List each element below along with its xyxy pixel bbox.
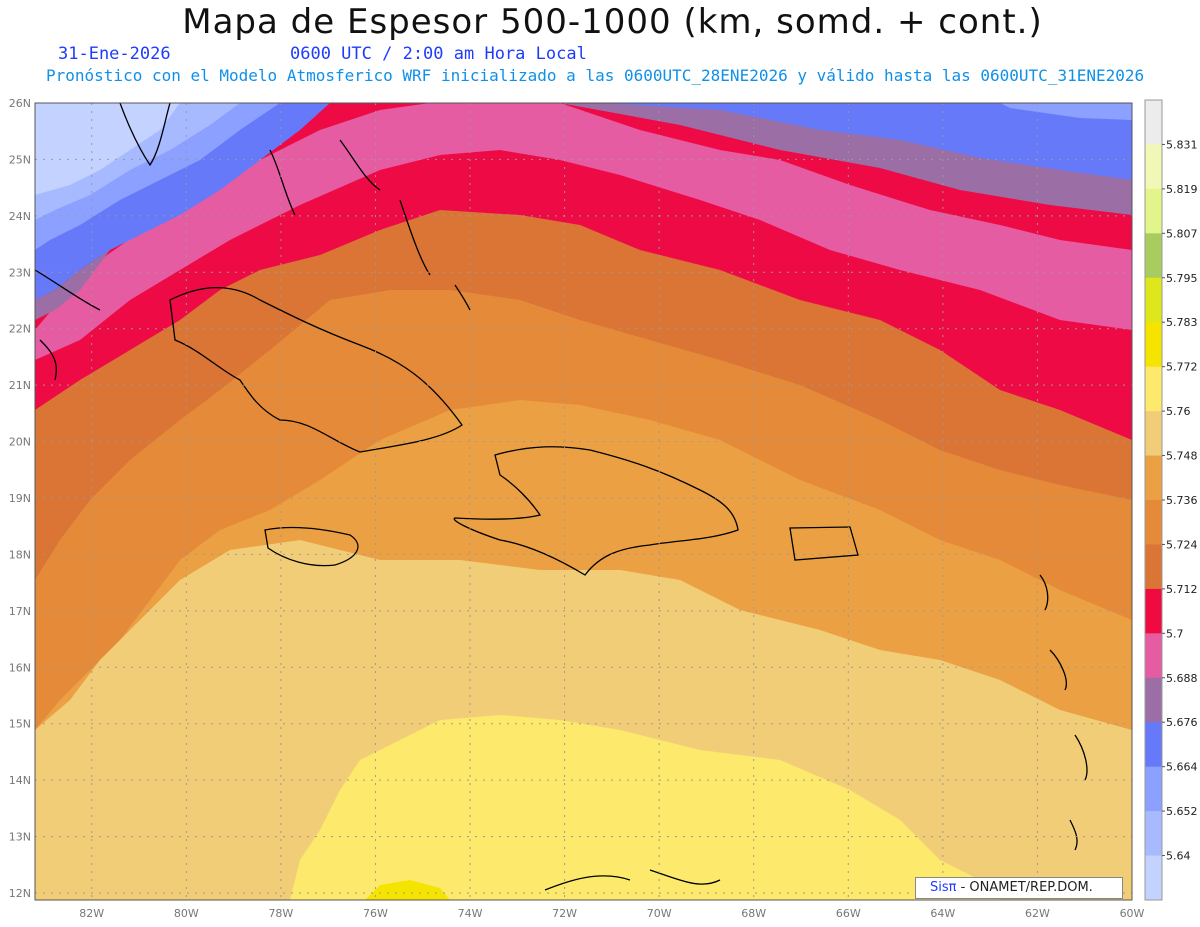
colorbar-label: 5.76: [1166, 405, 1191, 418]
lat-tick-label: 22N: [9, 323, 31, 336]
jamaica-coast: [264, 526, 359, 567]
band-5-676-w: [35, 250, 110, 320]
lon-tick-label: 68W: [741, 907, 766, 920]
lat-tick-label: 23N: [9, 266, 31, 279]
lat-tick-label: 14N: [9, 774, 31, 787]
lon-tick-label: 82W: [79, 907, 104, 920]
colorbar-swatch: [1145, 144, 1162, 190]
colorbar-swatch: [1145, 233, 1162, 279]
colorbar-label: 5.772: [1166, 361, 1198, 374]
logo-box: Sisπ - ONAMET/REP.DOM.: [915, 877, 1123, 899]
band-5-652: [1000, 103, 1132, 120]
band-5-664: [600, 103, 1132, 180]
colorbar-swatch: [1145, 766, 1162, 812]
onamet-label: - ONAMET/REP.DOM.: [960, 880, 1093, 895]
colorbar-label: 5.712: [1166, 583, 1198, 596]
lat-tick-label: 12N: [9, 887, 31, 900]
colorbar-label: 5.795: [1166, 272, 1198, 285]
lat-tick-label: 15N: [9, 718, 31, 731]
south-america-coast: [544, 869, 721, 891]
colorbar-swatch: [1145, 633, 1162, 679]
lon-tick-label: 76W: [363, 907, 388, 920]
colorbar-swatch: [1145, 188, 1162, 234]
colorbar-label: 5.676: [1166, 716, 1198, 729]
colorbar-swatch: [1145, 322, 1162, 368]
colorbar-swatch: [1145, 277, 1162, 323]
colorbar-swatch: [1145, 544, 1162, 590]
lon-tick-label: 80W: [174, 907, 199, 920]
colorbar-swatch: [1145, 855, 1162, 901]
colorbar-swatch: [1145, 811, 1162, 857]
colorbar-swatch: [1145, 722, 1162, 768]
bahamas-coast: [269, 139, 471, 311]
band-5-760: [290, 715, 1000, 900]
map-fill: [35, 103, 1132, 900]
colorbar-label: 5.831: [1166, 138, 1198, 151]
cuba-coast: [169, 286, 463, 453]
colorbar-label: 5.7: [1166, 627, 1184, 640]
colorbar-label: 5.664: [1166, 761, 1198, 774]
lesser-antilles-coast: [1039, 574, 1088, 851]
colorbar-label: 5.819: [1166, 183, 1198, 196]
lon-tick-label: 60W: [1120, 907, 1145, 920]
valid-date: 31-Ene-2026: [58, 44, 171, 64]
latitude-labels: 26N 25N 24N 23N 22N 21N 20N 19N 18N 17N 16N 15N 14N 1…: [9, 97, 31, 900]
colorbar-label: 5.688: [1166, 672, 1198, 685]
colorbar: 5.831 5.819 5.807 5.795 5.783 5.772 5.76 5.748 5…: [1144, 99, 1198, 901]
hispaniola-coast: [453, 446, 739, 576]
lon-tick-label: 66W: [836, 907, 861, 920]
lat-tick-label: 16N: [9, 661, 31, 674]
colorbar-swatch: [1145, 411, 1162, 457]
sispi-logo: Sisπ: [930, 880, 957, 895]
longitude-labels: 82W 80W 78W 76W 74W 72W 70W 68W 66W 64W 62W 60W: [79, 907, 1144, 920]
lon-tick-label: 74W: [458, 907, 483, 920]
colorbar-swatch: [1145, 455, 1162, 501]
florida-coast: [119, 103, 171, 167]
band-5-688: [35, 103, 1132, 360]
lon-tick-label: 62W: [1025, 907, 1050, 920]
colorbar-label: 5.724: [1166, 538, 1198, 551]
lat-tick-label: 18N: [9, 548, 31, 561]
band-5-628-nw: [35, 103, 180, 195]
coastlines: [35, 103, 1088, 891]
colorbar-swatch: [1145, 366, 1162, 412]
lat-tick-label: 19N: [9, 492, 31, 505]
colorbar-swatch: [1145, 100, 1162, 145]
lat-tick-label: 17N: [9, 605, 31, 618]
lat-tick-label: 21N: [9, 379, 31, 392]
colorbar-swatch: [1145, 500, 1162, 545]
forecast-info: Pronóstico con el Modelo Atmosferico WRF…: [46, 66, 1145, 85]
lon-tick-label: 72W: [552, 907, 577, 920]
map-title: Mapa de Espesor 500-1000 (km, somd. + co…: [182, 2, 1043, 42]
lat-tick-label: 25N: [9, 153, 31, 166]
colorbar-label: 5.748: [1166, 450, 1198, 463]
yucatan-coast: [35, 269, 101, 381]
colorbar-label: 5.64: [1166, 850, 1191, 863]
valid-time: 0600 UTC / 2:00 am Hora Local: [290, 44, 587, 64]
colorbar-swatch: [1145, 677, 1162, 723]
lon-tick-label: 78W: [268, 907, 293, 920]
lon-tick-label: 64W: [930, 907, 955, 920]
colorbar-label: 5.783: [1166, 316, 1198, 329]
colorbar-label: 5.736: [1166, 494, 1198, 507]
band-5-772: [365, 880, 450, 900]
lat-tick-label: 13N: [9, 831, 31, 844]
colorbar-label: 5.807: [1166, 227, 1198, 240]
map-frame: [34, 102, 1133, 901]
colorbar-label: 5.652: [1166, 805, 1198, 818]
lat-tick-label: 26N: [9, 97, 31, 110]
lon-tick-label: 70W: [647, 907, 672, 920]
colorbar-swatch: [1145, 588, 1162, 634]
lat-tick-label: 24N: [9, 210, 31, 223]
lat-tick-label: 20N: [9, 436, 31, 449]
puerto-rico-coast: [789, 526, 859, 561]
